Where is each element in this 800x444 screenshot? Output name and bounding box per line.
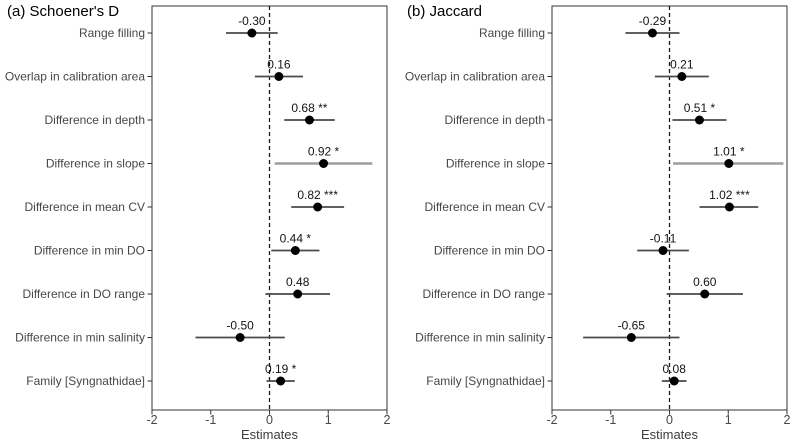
- category-label: Overlap in calibration area: [405, 70, 545, 84]
- x-tick-label: 1: [725, 413, 732, 427]
- x-tick-label: 2: [784, 413, 791, 427]
- estimate-label: 0.48: [286, 275, 310, 289]
- estimate-label: 0.82 ***: [297, 188, 338, 202]
- x-tick-label: 2: [384, 413, 391, 427]
- panel-b-title: (b) Jaccard: [407, 3, 483, 20]
- estimate-point: [724, 202, 734, 212]
- category-label: Overlap in calibration area: [5, 70, 145, 84]
- estimate-label: 1.01 *: [713, 145, 745, 159]
- estimate-point: [626, 333, 636, 342]
- category-label: Difference in depth: [444, 113, 545, 127]
- x-axis-title-b: Estimates: [640, 427, 699, 442]
- category-label: Family [Syngnathidae]: [26, 374, 145, 388]
- x-tick-label: -2: [546, 413, 557, 427]
- x-tick-label: 0: [266, 413, 273, 427]
- panel-a-title: (a) Schoener's D: [7, 3, 120, 20]
- estimate-label: 0.44 *: [280, 232, 312, 246]
- estimate-label: -0.30: [238, 14, 266, 28]
- estimate-point: [290, 246, 300, 255]
- estimate-point: [247, 28, 257, 38]
- x-axis-title-a: Estimates: [240, 427, 299, 442]
- category-label: Difference in slope: [46, 157, 145, 171]
- estimate-point: [658, 246, 668, 255]
- category-label: Difference in min DO: [434, 244, 545, 258]
- x-tick-label: -2: [146, 413, 157, 427]
- estimate-point: [724, 159, 734, 168]
- estimate-point: [276, 376, 286, 386]
- x-tick-label: 0: [666, 413, 673, 427]
- x-tick-label: -1: [605, 413, 616, 427]
- x-tick-label: 1: [325, 413, 332, 427]
- category-label: Difference in mean CV: [424, 200, 545, 214]
- category-label: Range filling: [79, 26, 145, 40]
- category-label: Family [Syngnathidae]: [426, 374, 545, 388]
- estimate-label: 0.51 *: [684, 101, 716, 115]
- estimate-point: [319, 159, 329, 168]
- estimate-label: -0.29: [639, 14, 667, 28]
- estimate-point: [274, 72, 284, 81]
- estimate-label: 0.92 *: [308, 145, 340, 159]
- category-label: Difference in depth: [44, 113, 145, 127]
- estimate-label: 0.21: [670, 58, 694, 72]
- estimate-label: 0.60: [693, 275, 717, 289]
- estimate-point: [677, 72, 687, 81]
- estimate-point: [694, 115, 704, 125]
- estimate-label: 0.68 **: [291, 101, 327, 115]
- category-label: Range filling: [479, 26, 545, 40]
- estimate-label: 0.16: [267, 58, 291, 72]
- estimate-label: 0.08: [663, 362, 687, 376]
- estimate-point: [647, 28, 657, 38]
- category-label: Difference in DO range: [22, 287, 145, 301]
- estimate-label: -0.11: [650, 232, 677, 246]
- estimate-label: -0.65: [618, 319, 646, 333]
- category-label: Difference in slope: [446, 157, 545, 171]
- estimate-point: [700, 289, 710, 299]
- estimate-point: [235, 333, 245, 342]
- estimate-point: [669, 376, 679, 386]
- category-label: Difference in min salinity: [415, 331, 545, 345]
- estimate-point: [293, 289, 303, 299]
- estimate-label: -0.50: [226, 319, 254, 333]
- category-label: Difference in DO range: [422, 287, 545, 301]
- estimate-point: [313, 202, 323, 212]
- category-label: Difference in min salinity: [15, 331, 145, 345]
- x-tick-label: -1: [205, 413, 216, 427]
- category-label: Difference in min DO: [34, 244, 145, 258]
- category-label: Difference in mean CV: [24, 200, 145, 214]
- estimate-label: 0.19 *: [265, 362, 297, 376]
- estimate-label: 1.02 ***: [709, 188, 750, 202]
- estimate-point: [304, 115, 314, 125]
